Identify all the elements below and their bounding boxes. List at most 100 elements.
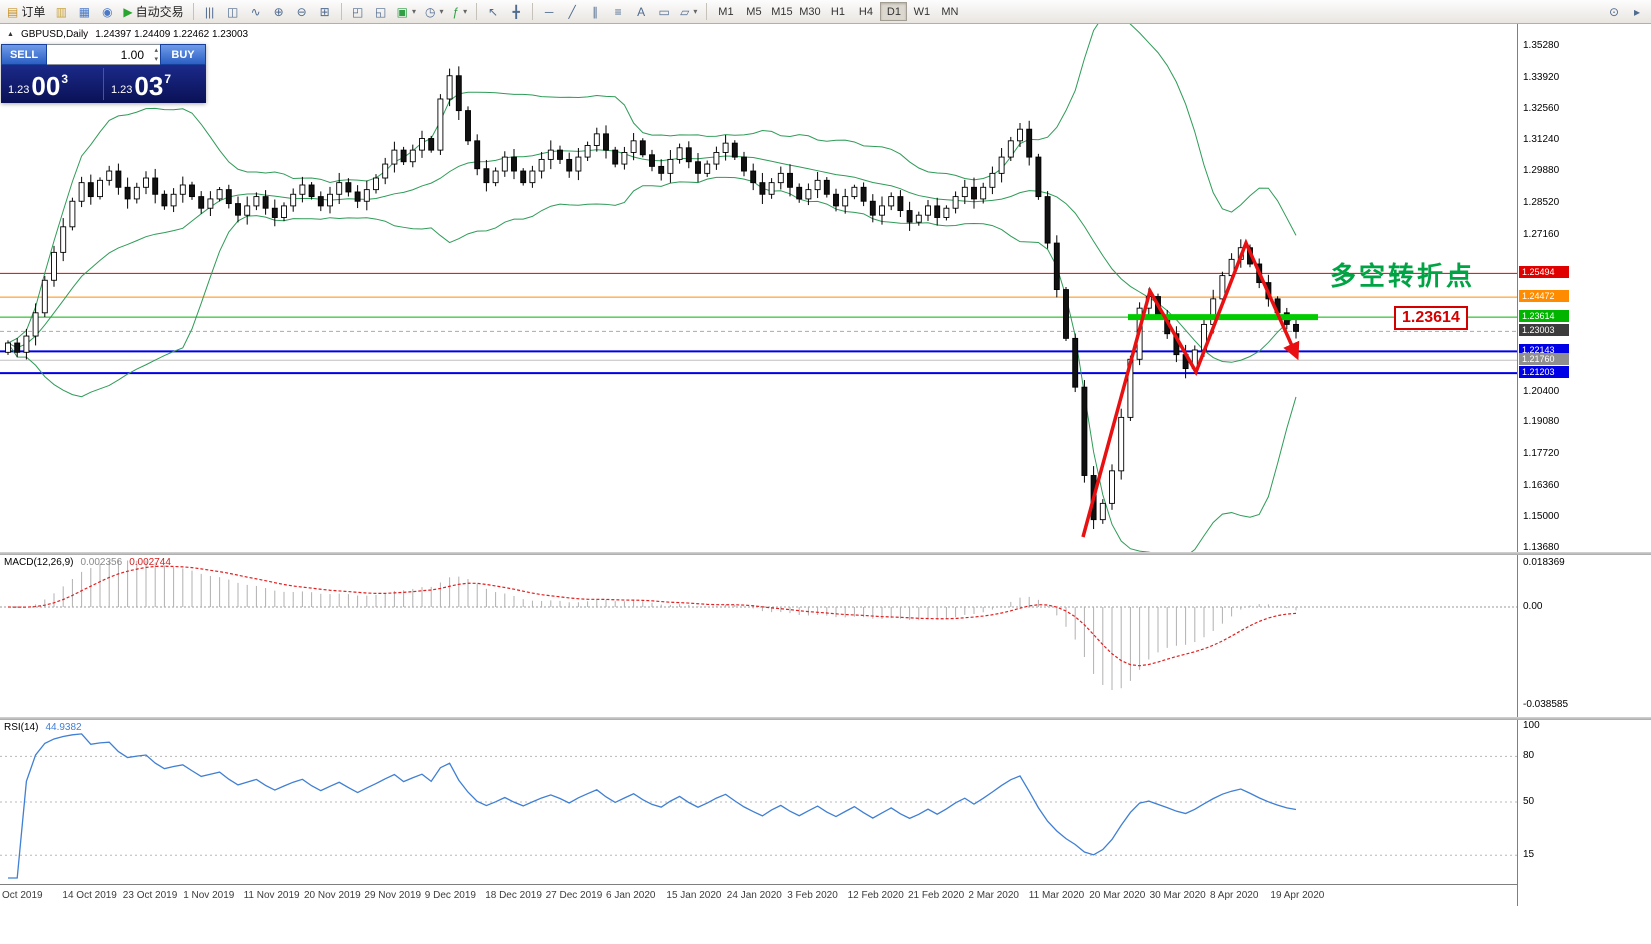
sell-price-prefix: 1.23 xyxy=(8,84,30,96)
timeframe-h1-button[interactable]: H1 xyxy=(830,5,845,18)
candlestick-chart-icon[interactable]: ◫ xyxy=(222,2,244,22)
panel-separator[interactable] xyxy=(0,717,1651,720)
price-axis-chip: 1.23614 xyxy=(1519,310,1569,323)
trendline-icon[interactable]: ╱ xyxy=(561,2,583,22)
macd-panel[interactable]: MACD(12,26,9) 0.002356 0.002744 xyxy=(0,555,1517,717)
price-chart-canvas[interactable] xyxy=(0,24,1517,552)
macd-signal-value: 0.002744 xyxy=(129,557,171,568)
chart-list-icon[interactable]: ◱ xyxy=(370,2,392,22)
toolbar-separator xyxy=(706,3,708,20)
timeframe-w1-button[interactable]: W1 xyxy=(913,5,931,18)
chart-window-icon[interactable]: ◰ xyxy=(347,2,369,22)
date-label: 21 Feb 2020 xyxy=(908,890,965,901)
date-label: 20 Nov 2019 xyxy=(304,890,361,901)
tile-windows-icon[interactable]: ⊞ xyxy=(314,2,336,22)
price-axis-label: 1.13680 xyxy=(1523,541,1560,553)
panel-separator[interactable] xyxy=(0,552,1651,555)
date-label: 27 Dec 2019 xyxy=(545,890,603,901)
fibonacci-icon: ≡ xyxy=(614,4,622,19)
chevron-down-icon[interactable]: ▾ xyxy=(411,7,416,16)
price-axis-label: 1.35280 xyxy=(1523,40,1560,51)
autotrading-button[interactable]: ▶ 自动交易 xyxy=(119,2,187,22)
fibonacci-icon[interactable]: ≡ xyxy=(607,2,629,22)
text-icon[interactable]: A xyxy=(630,2,652,22)
buy-button[interactable]: BUY xyxy=(160,44,206,65)
rsi-axis-label: 50 xyxy=(1523,796,1535,807)
timeframe-m1-button[interactable]: M1 xyxy=(718,5,734,18)
line-chart-icon[interactable]: ∿ xyxy=(245,2,267,22)
toolbar-separator xyxy=(340,3,342,20)
new-order-button[interactable]: ▤ 订单 xyxy=(3,2,49,22)
hline-icon[interactable]: ─ xyxy=(538,2,560,22)
date-label: 20 Mar 2020 xyxy=(1089,890,1146,901)
chevron-down-icon[interactable]: ▾ xyxy=(439,7,444,16)
label-icon[interactable]: ▭ xyxy=(653,2,675,22)
timeframe-m5-button[interactable]: M5 xyxy=(746,5,762,18)
shapes-button[interactable]: ▱ ▾ xyxy=(676,2,701,22)
price-axis-label: 1.28520 xyxy=(1523,197,1560,209)
one-click-trading-panel: SELL 1.00 ▴ ▾ BUY 1.23 00 3 1.23 03 7 xyxy=(1,44,206,103)
date-label: 18 Dec 2019 xyxy=(485,890,542,901)
rsi-panel[interactable]: RSI(14) 44.9382 xyxy=(0,720,1517,884)
volume-value: 1.00 xyxy=(120,47,144,62)
buy-price-prefix: 1.23 xyxy=(111,84,133,96)
date-label: 6 Jan 2020 xyxy=(606,890,656,901)
price-axis-chip: 1.21760 xyxy=(1519,353,1569,366)
cursor-icon[interactable]: ↖ xyxy=(482,2,504,22)
price-axis-label: 1.33920 xyxy=(1523,71,1560,83)
main-toolbar: ▤ 订单 ▥ ▦ ◉ ▶ 自动交易 ||| ◫ ∿ ⊕ ⊖ ⊞ ◰ ◱ ▣ ▾ ◷ ▾ ƒ ▾ ↖ ╋ ─ ╱ ∥ ≡ A ▭ ▱ ▾ M1 M… xyxy=(0,0,1651,24)
chart-profile-icon[interactable]: ▥ xyxy=(50,2,72,22)
date-label: 23 Oct 2019 xyxy=(122,890,178,901)
timeframe-mn-button[interactable]: MN xyxy=(941,5,959,18)
main-chart-panel[interactable]: ▲ GBPUSD,Daily 1.24397 1.24409 1.22462 1… xyxy=(0,24,1517,552)
chart-ohlc-values: 1.24397 1.24409 1.22462 1.23003 xyxy=(95,29,249,40)
channel-icon[interactable]: ∥ xyxy=(584,2,606,22)
zoom-in-icon[interactable]: ⊕ xyxy=(268,2,290,22)
candlestick-chart-icon: ◫ xyxy=(226,4,239,19)
price-axis-label: 1.27160 xyxy=(1523,228,1560,240)
period-icon: ◷ xyxy=(424,4,436,19)
price-axis[interactable]: 1.35280 1.33920 1.32560 1.31240 1.29880 1.285… xyxy=(1517,24,1651,906)
time-axis[interactable]: Oct 2019 14 Oct 2019 23 Oct 2019 1 Nov 2019… xyxy=(0,884,1517,906)
period-button[interactable]: ◷ ▾ xyxy=(421,2,448,22)
new-chart-button[interactable]: ▣ ▾ xyxy=(393,2,420,22)
new-order-icon: ▤ xyxy=(7,4,19,19)
zoom-out-icon[interactable]: ⊖ xyxy=(291,2,313,22)
new-chart-icon: ▣ xyxy=(396,4,408,19)
market-watch-icon[interactable]: ◉ xyxy=(96,2,118,22)
rsi-title: RSI(14) 44.9382 xyxy=(4,722,82,733)
chevron-down-icon[interactable]: ▾ xyxy=(693,7,698,16)
chevron-down-icon[interactable]: ▾ xyxy=(463,7,468,16)
price-axis-chip: 1.23003 xyxy=(1519,324,1569,337)
timeframe-m15-button[interactable]: M15 xyxy=(771,5,793,18)
chart-profile-icon: ▥ xyxy=(55,4,68,19)
date-label: 3 Feb 2020 xyxy=(787,890,838,901)
date-label: 2 Mar 2020 xyxy=(968,890,1019,901)
data-window-icon[interactable]: ▦ xyxy=(73,2,95,22)
collapse-panel-icon[interactable]: ▲ xyxy=(7,31,14,38)
volume-stepper[interactable]: ▴ ▾ xyxy=(154,47,158,63)
bar-chart-icon[interactable]: ||| xyxy=(199,2,221,22)
timeframe-h4-button[interactable]: H4 xyxy=(858,5,873,18)
price-axis-label: 1.29880 xyxy=(1523,165,1560,177)
sell-price-big: 00 xyxy=(31,71,61,101)
sell-button[interactable]: SELL xyxy=(1,44,47,65)
search-icon[interactable]: ⊙ xyxy=(1603,2,1625,22)
sell-price[interactable]: 1.23 00 3 xyxy=(1,65,103,103)
crosshair-icon[interactable]: ╋ xyxy=(505,2,527,22)
volume-input[interactable]: 1.00 ▴ ▾ xyxy=(47,44,160,65)
channel-icon: ∥ xyxy=(592,4,599,19)
timeframe-m30-button[interactable]: M30 xyxy=(799,5,821,18)
trendline-icon: ╱ xyxy=(568,4,576,19)
buy-price-big: 03 xyxy=(134,71,164,101)
date-label: 14 Oct 2019 xyxy=(62,890,117,901)
macd-axis-label: -0.038585 xyxy=(1523,699,1569,710)
quick-nav-icon[interactable]: ▸ xyxy=(1626,2,1648,22)
rsi-axis-label: 100 xyxy=(1523,720,1540,731)
quick-nav-icon: ▸ xyxy=(1633,4,1641,19)
indicators-button[interactable]: ƒ ▾ xyxy=(448,2,471,22)
date-label: 19 Apr 2020 xyxy=(1270,890,1325,901)
timeframe-d1-button[interactable]: D1 xyxy=(880,2,908,21)
buy-price[interactable]: 1.23 03 7 xyxy=(104,65,206,103)
rsi-axis-label: 80 xyxy=(1523,750,1535,762)
